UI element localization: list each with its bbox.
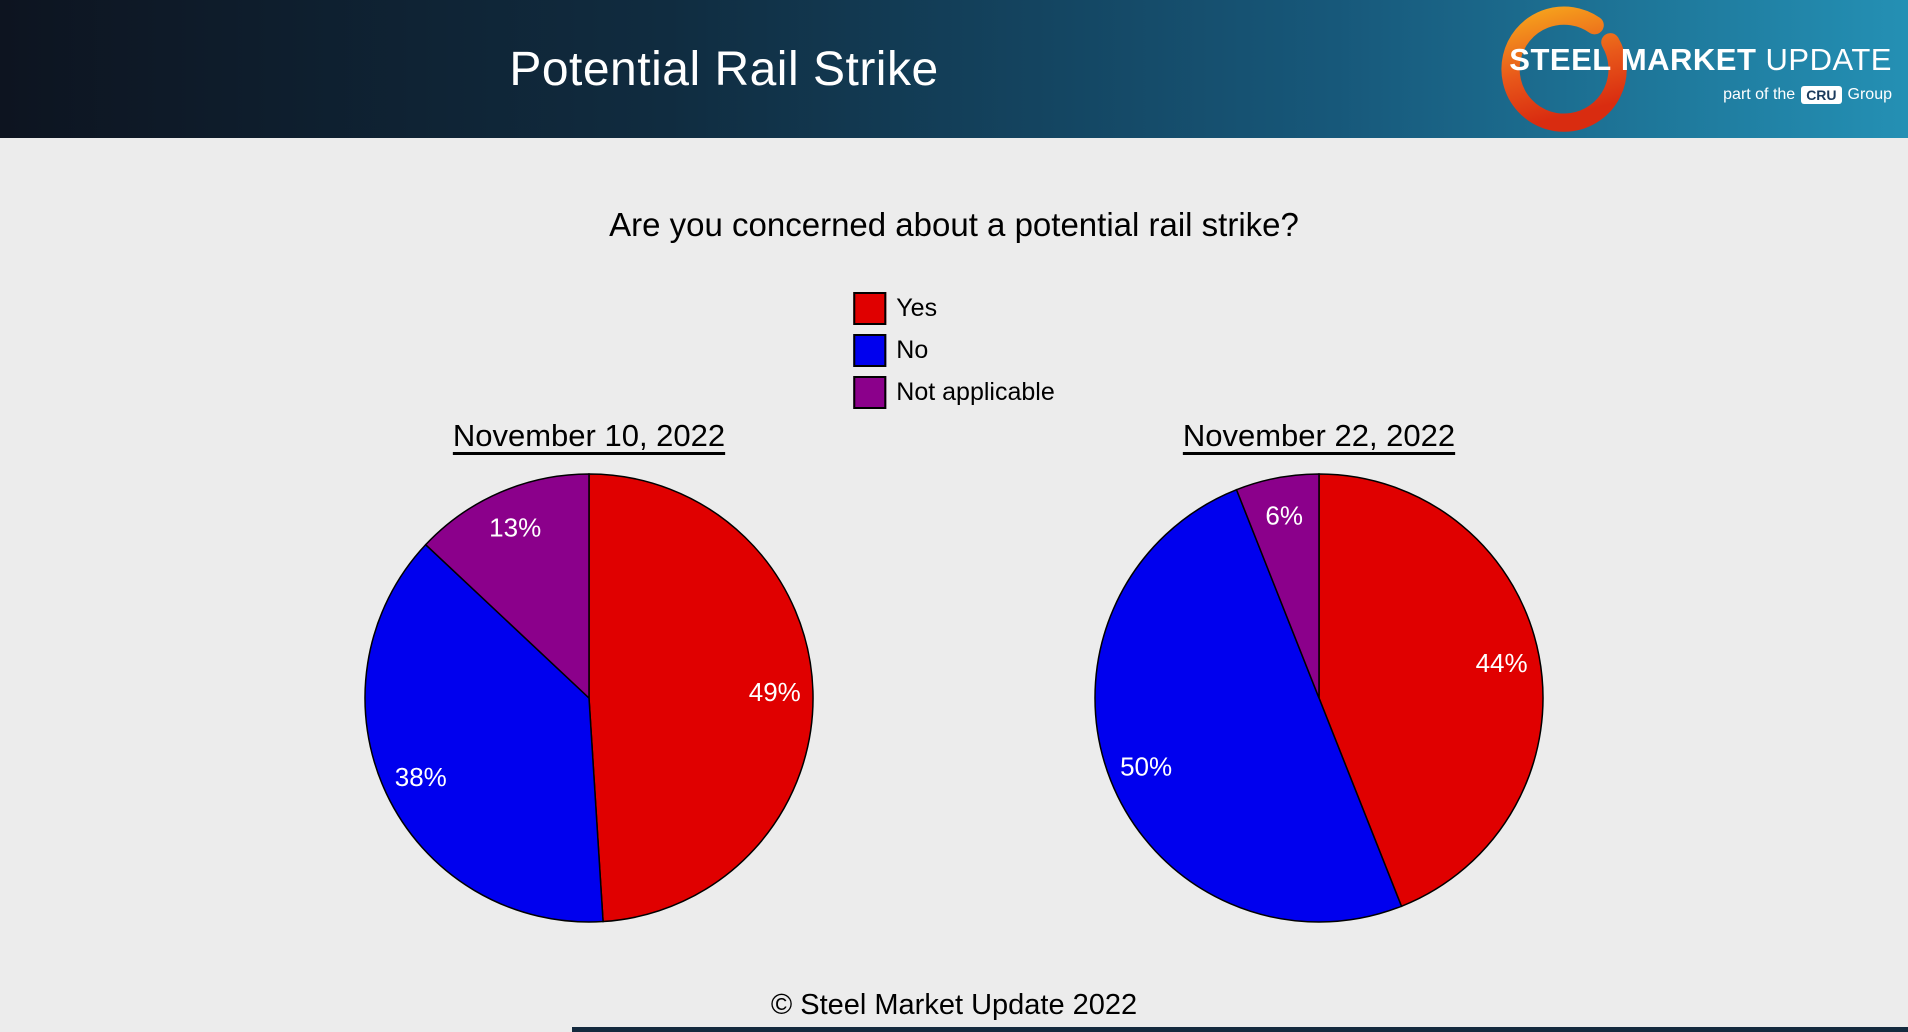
tagline-suffix: Group [1847,86,1892,103]
copyright-footer: © Steel Market Update 2022 [770,989,1138,1021]
smu-logo-text: STEEL MARKET UPDATE part of the CRU Grou… [1509,42,1892,104]
pie-slice-yes [588,473,814,923]
bottom-edge-strip [572,1027,1908,1032]
pie-data-label: 49% [749,677,801,707]
legend-label-no: No [896,336,929,364]
legend-swatch-yes [853,292,887,325]
pie-slice-yes [1318,473,1544,908]
header-title-zone: Potential Rail Strike [0,42,1448,97]
pie-data-label: 6% [1265,500,1303,530]
legend-item-yes: Yes [853,292,1054,325]
pie-data-label: 44% [1476,648,1528,678]
cru-badge: CRU [1801,86,1842,104]
pie-data-label: 13% [489,512,541,542]
pie-data-label: 50% [1120,751,1172,781]
pie-charts-row: November 10, 2022 49% 38% 13% November 22,… [0,418,1908,928]
smu-logo-wordmark: STEEL MARKET UPDATE [1509,42,1892,78]
smu-logo: STEEL MARKET UPDATE part of the CRU Grou… [1448,0,1908,138]
logo-word-steel: STEEL [1509,42,1612,77]
legend-swatch-not-applicable [853,376,887,409]
pie-slice-no [364,543,604,923]
smu-logo-tagline: part of the CRU Group [1509,86,1892,104]
header-bar: Potential Rail Strike STEEL MARKET UPDAT… [0,0,1908,138]
pie-chart-nov-22: November 22, 2022 44% 50% 6% [1089,418,1549,928]
page-title: Potential Rail Strike [509,42,939,96]
legend-label-not-applicable: Not applicable [896,378,1055,406]
pie-slice-not-applicable [1235,473,1320,699]
chart-legend: Yes No Not applicable [853,292,1055,418]
legend-item-no: No [853,334,1054,367]
pie-data-label: 38% [395,762,447,792]
pie-nov-10: 49% 38% 13% [364,473,814,923]
chart-question-title: Are you concerned about a potential rail… [609,206,1299,243]
legend-item-not-applicable: Not applicable [853,376,1055,409]
smu-crescent-icon [1501,6,1627,132]
logo-word-update: UPDATE [1765,42,1892,77]
pie-chart-nov-10: November 10, 2022 49% 38% 13% [359,418,819,928]
pie-nov-22: 44% 50% 6% [1094,473,1544,923]
pie-chart-title-nov-22: November 22, 2022 [1182,418,1456,453]
legend-label-yes: Yes [896,294,938,322]
tagline-prefix: part of the [1723,86,1796,103]
pie-slice-not-applicable [424,473,590,700]
pie-chart-title-nov-10: November 10, 2022 [452,418,726,453]
logo-word-market: MARKET [1620,42,1757,77]
legend-swatch-no [853,334,887,367]
pie-slice-no [1094,488,1403,923]
